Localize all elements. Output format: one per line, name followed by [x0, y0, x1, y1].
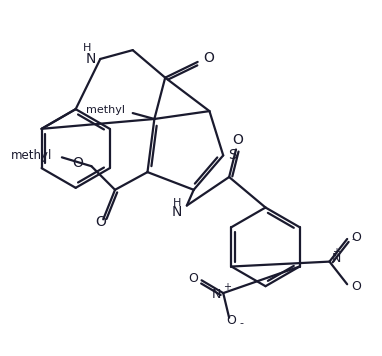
Text: methyl: methyl: [86, 105, 125, 115]
Text: O: O: [73, 156, 84, 170]
Text: methyl: methyl: [11, 149, 52, 162]
Text: N: N: [172, 205, 182, 219]
Text: S: S: [228, 148, 236, 162]
Text: -: -: [239, 319, 243, 329]
Text: N: N: [212, 288, 221, 300]
Text: H: H: [83, 43, 91, 53]
Text: O: O: [95, 215, 106, 229]
Text: O: O: [204, 51, 214, 65]
Text: O: O: [351, 231, 361, 244]
Text: O: O: [233, 132, 243, 147]
Text: O: O: [351, 280, 361, 293]
Text: N: N: [332, 252, 341, 265]
Text: O: O: [188, 272, 197, 285]
Text: O: O: [226, 314, 236, 327]
Text: +: +: [223, 282, 231, 292]
Text: -: -: [351, 234, 355, 244]
Text: N: N: [86, 52, 96, 66]
Text: +: +: [332, 247, 340, 257]
Text: H: H: [173, 198, 181, 208]
